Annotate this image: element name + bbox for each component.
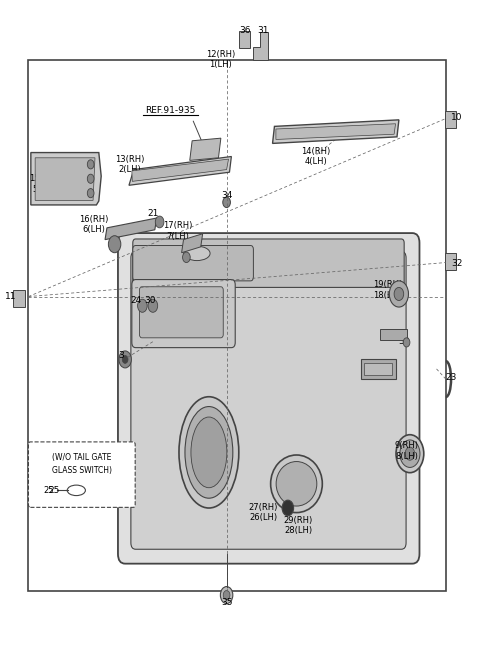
- Text: 22: 22: [367, 368, 379, 377]
- Text: 32: 32: [451, 259, 463, 268]
- Text: 23: 23: [446, 373, 457, 382]
- Polygon shape: [380, 329, 407, 340]
- Text: 15(RH)
5(LH): 15(RH) 5(LH): [29, 174, 59, 194]
- Circle shape: [223, 197, 230, 207]
- Text: 11: 11: [4, 292, 16, 301]
- Circle shape: [148, 299, 157, 312]
- Circle shape: [119, 351, 132, 368]
- Circle shape: [87, 174, 94, 183]
- FancyBboxPatch shape: [13, 290, 24, 307]
- Text: (W/O TAIL GATE: (W/O TAIL GATE: [52, 453, 112, 462]
- Text: 10: 10: [451, 113, 463, 122]
- Ellipse shape: [400, 440, 420, 468]
- Circle shape: [403, 338, 410, 347]
- Circle shape: [87, 188, 94, 197]
- Polygon shape: [132, 159, 228, 181]
- FancyBboxPatch shape: [140, 287, 223, 338]
- Polygon shape: [129, 157, 231, 185]
- FancyBboxPatch shape: [132, 279, 235, 348]
- Text: 20: 20: [383, 331, 394, 340]
- Polygon shape: [190, 138, 221, 161]
- Text: 36: 36: [239, 26, 251, 35]
- Text: 25: 25: [44, 486, 54, 495]
- Circle shape: [122, 356, 128, 363]
- Text: 25: 25: [48, 486, 60, 495]
- FancyBboxPatch shape: [445, 111, 456, 128]
- Polygon shape: [181, 234, 203, 253]
- Text: 35: 35: [221, 598, 232, 607]
- Text: 13(RH)
2(LH): 13(RH) 2(LH): [115, 155, 144, 174]
- Circle shape: [220, 586, 233, 604]
- Text: GLASS SWITCH): GLASS SWITCH): [52, 466, 112, 475]
- Circle shape: [394, 287, 404, 300]
- Polygon shape: [273, 120, 399, 144]
- Polygon shape: [364, 363, 392, 375]
- Polygon shape: [360, 359, 396, 379]
- Text: 17(RH)
7(LH): 17(RH) 7(LH): [163, 222, 192, 241]
- Ellipse shape: [67, 485, 85, 495]
- FancyBboxPatch shape: [239, 31, 250, 48]
- Text: 27(RH)
26(LH): 27(RH) 26(LH): [248, 503, 277, 522]
- Text: 3: 3: [119, 351, 124, 360]
- FancyBboxPatch shape: [28, 442, 135, 507]
- Ellipse shape: [276, 462, 317, 506]
- FancyBboxPatch shape: [133, 245, 253, 281]
- Text: 30: 30: [145, 296, 156, 305]
- Circle shape: [87, 160, 94, 169]
- Text: 19(RH)
18(LH): 19(RH) 18(LH): [373, 280, 402, 300]
- Text: 33: 33: [398, 337, 410, 346]
- Circle shape: [389, 281, 408, 307]
- Text: REF.91-935: REF.91-935: [145, 106, 196, 115]
- Text: 24: 24: [130, 296, 141, 305]
- Circle shape: [138, 299, 147, 312]
- FancyBboxPatch shape: [445, 253, 456, 270]
- Text: 29(RH)
28(LH): 29(RH) 28(LH): [284, 516, 313, 535]
- Polygon shape: [35, 158, 95, 200]
- Ellipse shape: [271, 455, 323, 512]
- Polygon shape: [253, 32, 268, 60]
- Text: 31: 31: [257, 26, 269, 35]
- Circle shape: [223, 590, 230, 600]
- Text: 9(RH)
8(LH): 9(RH) 8(LH): [395, 441, 419, 461]
- Text: 34: 34: [221, 192, 232, 200]
- Ellipse shape: [179, 397, 239, 508]
- FancyBboxPatch shape: [131, 251, 406, 549]
- Ellipse shape: [185, 407, 233, 498]
- Polygon shape: [31, 153, 101, 205]
- Text: 16(RH)
6(LH): 16(RH) 6(LH): [79, 215, 108, 234]
- Polygon shape: [105, 218, 157, 239]
- Ellipse shape: [191, 417, 227, 487]
- Ellipse shape: [396, 435, 424, 473]
- Ellipse shape: [405, 447, 415, 461]
- FancyBboxPatch shape: [133, 239, 404, 287]
- Text: 21: 21: [147, 209, 158, 218]
- Polygon shape: [276, 124, 396, 140]
- Text: 14(RH)
4(LH): 14(RH) 4(LH): [301, 147, 330, 166]
- Circle shape: [282, 500, 294, 516]
- Circle shape: [156, 216, 164, 228]
- Ellipse shape: [184, 246, 210, 260]
- FancyBboxPatch shape: [118, 233, 420, 564]
- Circle shape: [182, 252, 190, 262]
- Text: 12(RH)
1(LH): 12(RH) 1(LH): [206, 50, 236, 70]
- Circle shape: [108, 236, 121, 253]
